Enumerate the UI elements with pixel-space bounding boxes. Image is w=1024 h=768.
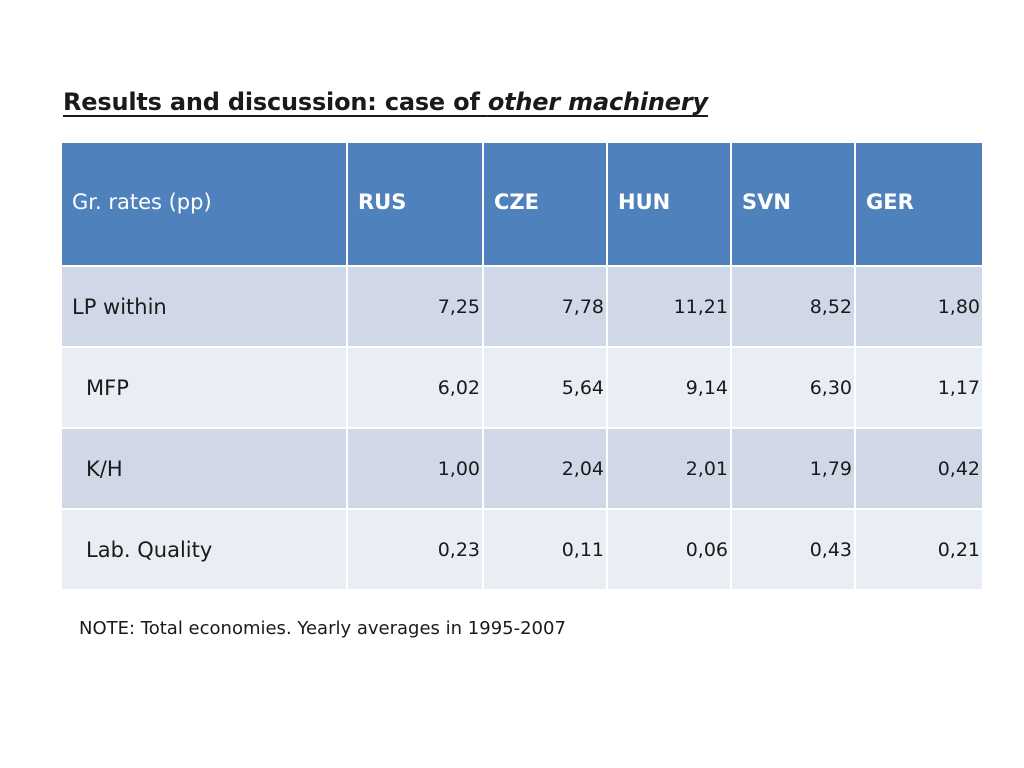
cell-mfp-ger: 1,17 xyxy=(854,346,984,429)
header-ger: GER xyxy=(854,141,984,267)
table-row: Lab. Quality 0,23 0,11 0,06 0,43 0,21 xyxy=(60,508,984,591)
cell-lp-within-svn: 8,52 xyxy=(730,265,856,348)
cell-k-h-cze: 2,04 xyxy=(482,427,608,510)
row-label-mfp: MFP xyxy=(60,346,348,429)
row-label-lp-within: LP within xyxy=(60,265,348,348)
table-row: LP within 7,25 7,78 11,21 8,52 1,80 xyxy=(60,265,984,348)
cell-lab-quality-ger: 0,21 xyxy=(854,508,984,591)
cell-k-h-hun: 2,01 xyxy=(606,427,732,510)
table-body: LP within 7,25 7,78 11,21 8,52 1,80 MFP … xyxy=(60,265,984,591)
cell-lab-quality-svn: 0,43 xyxy=(730,508,856,591)
cell-k-h-rus: 1,00 xyxy=(346,427,484,510)
header-hun: HUN xyxy=(606,141,732,267)
row-label-k-h: K/H xyxy=(60,427,348,510)
cell-mfp-cze: 5,64 xyxy=(482,346,608,429)
row-label-lab-quality: Lab. Quality xyxy=(60,508,348,591)
slide-title: Results and discussion: case of other ma… xyxy=(63,88,708,116)
table-row: K/H 1,00 2,04 2,01 1,79 0,42 xyxy=(60,427,984,510)
slide-title-emphasis: other machinery xyxy=(487,88,708,116)
cell-lp-within-ger: 1,80 xyxy=(854,265,984,348)
growth-rates-table: Gr. rates (pp) RUS CZE HUN SVN GER LP wi… xyxy=(60,141,984,591)
table-header: Gr. rates (pp) RUS CZE HUN SVN GER xyxy=(60,141,984,267)
slide-title-prefix: Results and discussion: case of xyxy=(63,88,488,116)
cell-lab-quality-rus: 0,23 xyxy=(346,508,484,591)
header-row: Gr. rates (pp) RUS CZE HUN SVN GER xyxy=(60,141,984,267)
cell-k-h-svn: 1,79 xyxy=(730,427,856,510)
cell-k-h-ger: 0,42 xyxy=(854,427,984,510)
header-rus: RUS xyxy=(346,141,484,267)
cell-mfp-hun: 9,14 xyxy=(606,346,732,429)
table-note: NOTE: Total economies. Yearly averages i… xyxy=(79,618,566,639)
header-row-label: Gr. rates (pp) xyxy=(60,141,348,267)
cell-lp-within-hun: 11,21 xyxy=(606,265,732,348)
cell-lp-within-rus: 7,25 xyxy=(346,265,484,348)
header-cze: CZE xyxy=(482,141,608,267)
cell-lab-quality-cze: 0,11 xyxy=(482,508,608,591)
table-row: MFP 6,02 5,64 9,14 6,30 1,17 xyxy=(60,346,984,429)
cell-mfp-rus: 6,02 xyxy=(346,346,484,429)
cell-lab-quality-hun: 0,06 xyxy=(606,508,732,591)
cell-lp-within-cze: 7,78 xyxy=(482,265,608,348)
header-svn: SVN xyxy=(730,141,856,267)
cell-mfp-svn: 6,30 xyxy=(730,346,856,429)
